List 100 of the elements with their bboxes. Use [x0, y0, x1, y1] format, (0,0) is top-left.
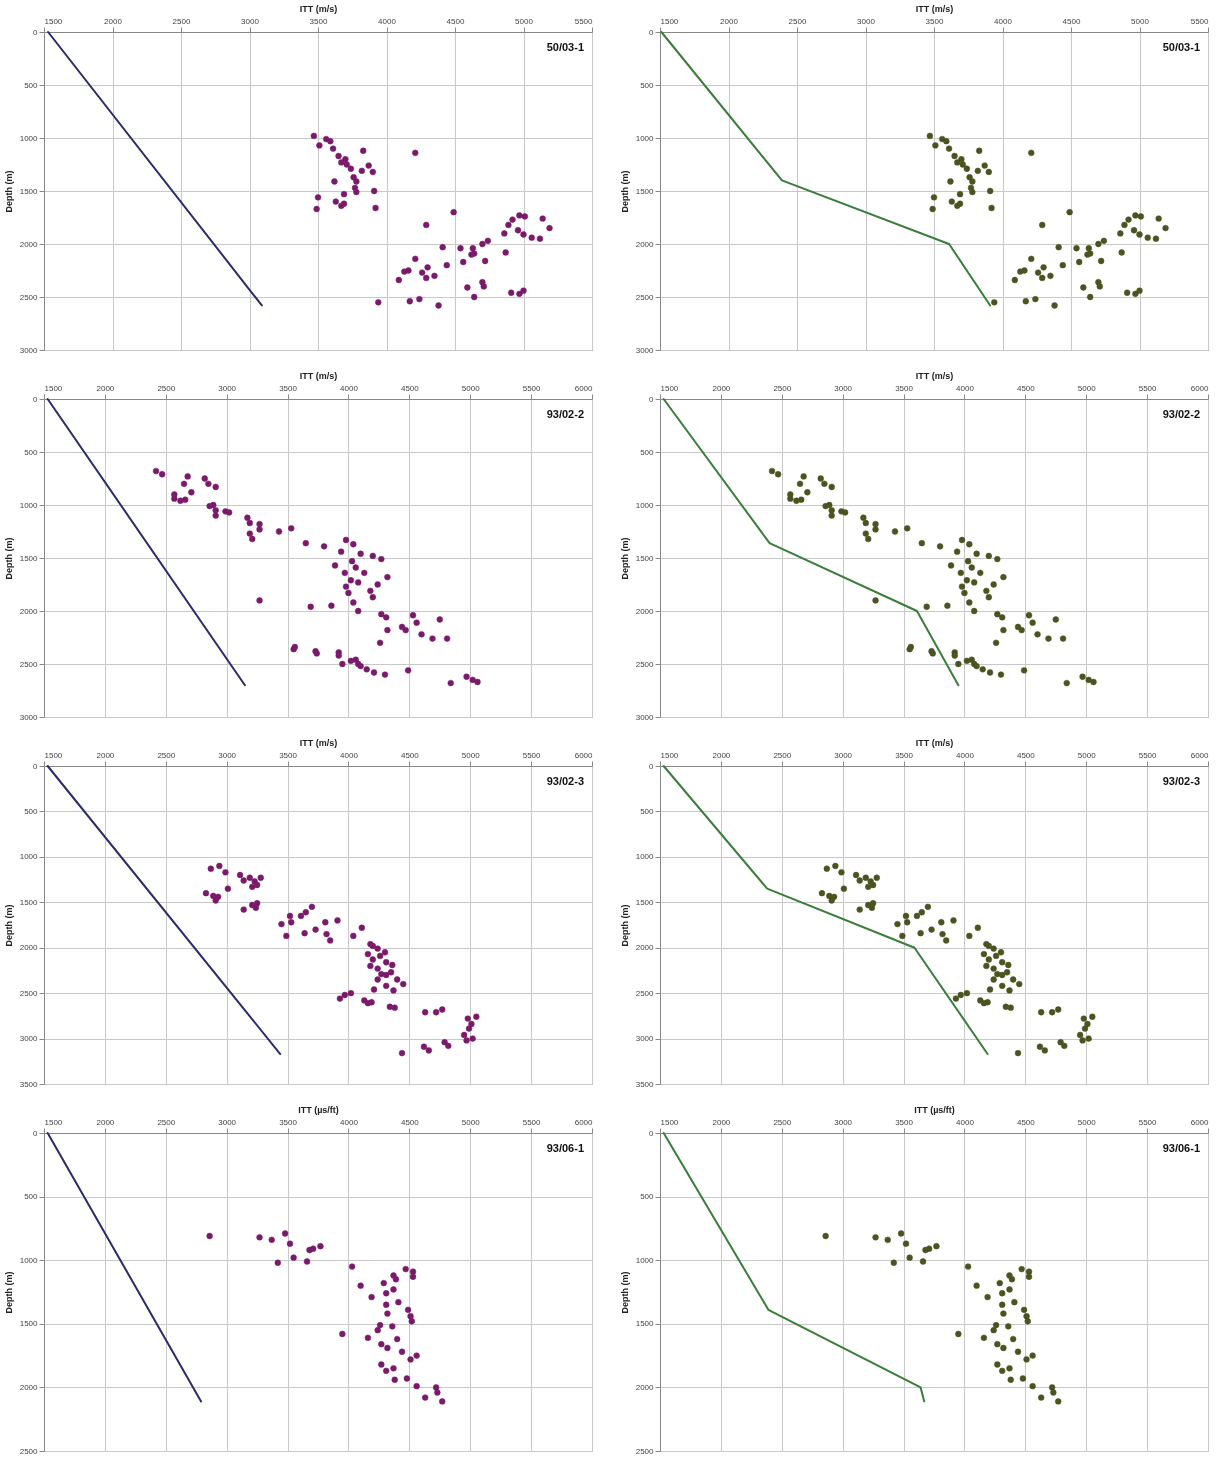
annotation: 93/02-2	[1162, 408, 1200, 420]
y-tick-label: 500	[640, 80, 655, 90]
x-tick-label: 1500	[660, 750, 679, 760]
x-tick-label: 6000	[1190, 383, 1210, 393]
x-tick-label: 3000	[834, 1117, 853, 1127]
x-tick-label: 3500	[279, 383, 298, 393]
x-tick-label: 5500	[1138, 1117, 1158, 1127]
point	[407, 1313, 414, 1320]
x-tick-label: 3000	[218, 383, 237, 393]
y-axis-title: Depth (m)	[619, 170, 630, 213]
y-tick-label: 2500	[19, 988, 39, 998]
x-axis-title: ITT (m/s)	[915, 737, 954, 748]
point	[368, 1293, 375, 1301]
point	[274, 1259, 281, 1266]
x-tick-label: 1500	[44, 750, 63, 760]
point	[955, 1330, 962, 1338]
x-tick-label: 4000	[956, 750, 975, 760]
x-tick-label: 3000	[834, 383, 853, 393]
point	[339, 1330, 346, 1338]
point	[1055, 1398, 1062, 1405]
point	[398, 1348, 406, 1355]
x-tick-label: 2500	[773, 1117, 792, 1127]
point	[392, 1276, 400, 1283]
point	[1018, 1265, 1025, 1273]
y-tick-label: 2000	[635, 1382, 655, 1392]
point	[1005, 1323, 1012, 1330]
point	[999, 1367, 1006, 1375]
y-tick-label: 1500	[635, 897, 655, 907]
point	[290, 1254, 297, 1261]
point	[413, 1382, 420, 1390]
y-tick-label: 500	[24, 447, 39, 457]
x-tick-label: 5500	[1138, 383, 1158, 393]
y-tick-label: 0	[33, 394, 39, 404]
y-tick-label: 2000	[19, 943, 39, 953]
point	[984, 1293, 991, 1301]
x-tick-label: 4000	[994, 16, 1013, 26]
x-tick-label: 3500	[895, 1117, 914, 1127]
x-tick-label: 1500	[660, 1117, 679, 1127]
x-tick-label: 2000	[96, 383, 115, 393]
y-axis-title: Depth (m)	[3, 1271, 14, 1314]
y-tick-label: 500	[640, 806, 655, 816]
x-axis-title: ITT (µs/ft)	[914, 1104, 955, 1115]
x-tick-label: 2000	[712, 750, 731, 760]
y-tick-label: 2000	[19, 1382, 39, 1392]
point	[999, 1301, 1006, 1308]
line-series	[662, 765, 989, 1056]
x-tick-label: 4500	[1016, 1117, 1036, 1127]
y-tick-label: 1500	[19, 553, 39, 563]
y-tick-label: 500	[24, 1192, 39, 1202]
point	[390, 1365, 397, 1372]
y-tick-label: 500	[640, 447, 655, 457]
point	[1024, 1318, 1031, 1325]
point	[281, 1230, 289, 1237]
y-tick-label: 0	[33, 27, 39, 37]
annotation: 93/06-1	[1162, 1142, 1200, 1154]
y-tick-label: 1000	[635, 133, 655, 143]
annotation: 93/02-3	[1162, 775, 1200, 787]
point	[383, 1290, 390, 1297]
x-tick-label: 1500	[44, 16, 63, 26]
point	[256, 1234, 263, 1241]
y-tick-label: 3500	[19, 1079, 39, 1089]
x-tick-label: 4500	[1062, 16, 1081, 26]
point	[317, 1243, 324, 1250]
x-axis-title: ITT (µs/ft)	[298, 1104, 339, 1115]
annotation: 50/03-1	[546, 41, 584, 53]
point	[395, 1299, 402, 1306]
y-tick-label: 1500	[19, 897, 39, 907]
x-tick-label: 3500	[895, 750, 914, 760]
x-tick-label: 3500	[279, 1117, 298, 1127]
y-tick-label: 0	[33, 761, 39, 771]
annotation: 93/02-2	[546, 408, 584, 420]
annotation: 50/03-1	[1162, 41, 1200, 53]
x-tick-label: 1500	[660, 383, 679, 393]
y-axis-title: Depth (m)	[619, 904, 630, 947]
x-tick-label: 5500	[522, 750, 542, 760]
y-tick-label: 2000	[635, 239, 655, 249]
point	[884, 1236, 891, 1244]
point	[378, 1340, 385, 1348]
x-tick-label: 2000	[720, 16, 739, 26]
x-axis-title: ITT (m/s)	[299, 3, 338, 14]
x-tick-label: 3000	[834, 750, 853, 760]
x-tick-label: 3500	[895, 383, 914, 393]
x-tick-label: 2000	[104, 16, 123, 26]
x-tick-label: 5000	[1077, 750, 1097, 760]
point	[872, 1234, 879, 1241]
point	[393, 1335, 401, 1343]
y-tick-label: 3000	[635, 712, 655, 722]
y-tick-label: 500	[640, 1192, 655, 1202]
y-tick-label: 1500	[635, 186, 655, 196]
point	[413, 1352, 420, 1359]
x-tick-label: 5500	[574, 16, 594, 26]
point	[422, 1394, 429, 1401]
point	[902, 1240, 910, 1247]
y-tick-label: 3000	[19, 1034, 39, 1044]
x-tick-label: 5500	[1190, 16, 1210, 26]
point	[990, 1327, 997, 1334]
point	[303, 1258, 311, 1265]
point	[1019, 1375, 1027, 1382]
y-tick-label: 2000	[19, 606, 39, 616]
x-tick-label: 6000	[574, 383, 594, 393]
